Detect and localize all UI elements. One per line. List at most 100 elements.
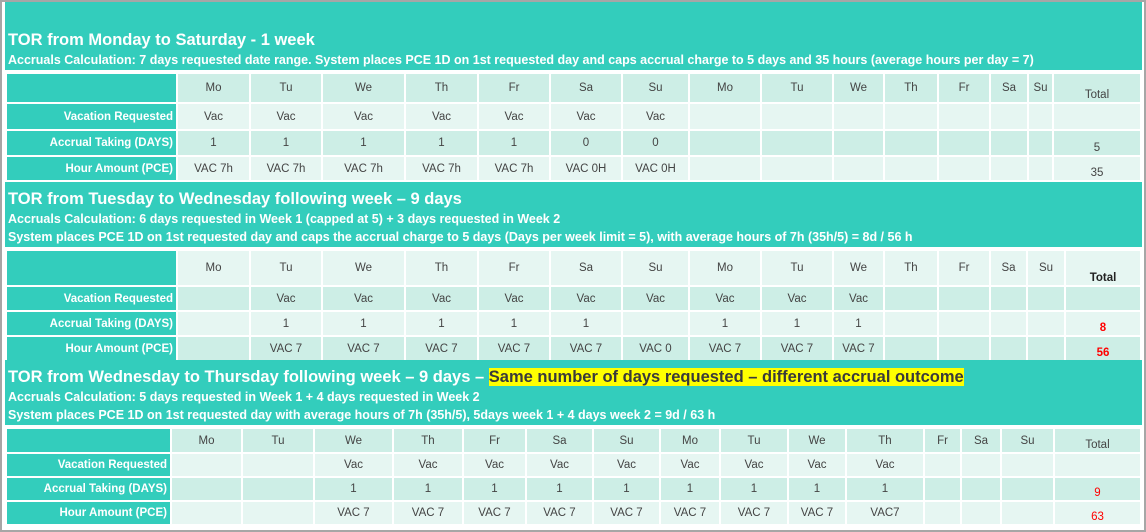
- table-cell: Vac: [477, 102, 551, 131]
- table-cell: VAC 7: [392, 500, 464, 526]
- day-header: Mo: [176, 249, 251, 287]
- table-cell: VAC 7: [525, 500, 594, 526]
- accrual-table: Mo Tu We Th Fr Sa Su Mo Tu We Th Fr Sa Su Total Vacatio…: [5, 72, 1142, 182]
- table-cell: [1000, 500, 1055, 526]
- table-cell: 1: [404, 310, 479, 337]
- table-cell: VAC 7: [787, 500, 847, 526]
- table-cell: [170, 476, 243, 502]
- day-header-row: Mo Tu We Th Fr Sa Su Mo Tu We Th Fr Sa Su Total: [5, 72, 1142, 104]
- table-cell: [937, 335, 991, 362]
- divider: [5, 425, 1142, 427]
- section-header: TOR from Monday to Saturday - 1 week Accr…: [5, 2, 1142, 72]
- table-cell: 1: [321, 310, 406, 337]
- table-cell: [883, 285, 939, 312]
- table-cell: [937, 155, 991, 182]
- table-cell: VAC 7: [719, 500, 789, 526]
- table-cell: [760, 102, 834, 131]
- day-header: Sa: [989, 72, 1029, 104]
- table-cell: VAC 7h: [249, 155, 323, 182]
- table-cell: [688, 102, 762, 131]
- table-row: Hour Amount (PCE) VAC 7 VAC 7 VAC 7 VAC 7 VAC…: [5, 335, 1142, 362]
- table-cell: [923, 452, 962, 478]
- row-label: Vacation Requested: [5, 452, 172, 478]
- row-label: Hour Amount (PCE): [5, 335, 178, 362]
- table-cell: Vac: [477, 285, 551, 312]
- total-cell: 56: [1064, 335, 1142, 362]
- calculation-note: Accruals Calculation: 7 days requested d…: [8, 53, 1034, 67]
- day-header: Tu: [719, 427, 789, 454]
- table-cell: [688, 155, 762, 182]
- table-cell: Vac: [321, 285, 406, 312]
- table-cell: 1: [249, 310, 323, 337]
- table-cell: VAC 7: [249, 335, 323, 362]
- row-label: Accrual Taking (DAYS): [5, 310, 178, 337]
- day-header: Tu: [760, 249, 834, 287]
- table-cell: 1: [549, 310, 623, 337]
- day-header: Sa: [989, 249, 1028, 287]
- table-cell: [937, 102, 991, 131]
- day-header: Th: [845, 427, 925, 454]
- table-cell: Vac: [462, 452, 527, 478]
- table-cell: VAC 7h: [477, 155, 551, 182]
- table-cell: [989, 129, 1029, 157]
- section-header: TOR from Wednesday to Thursday following…: [5, 360, 1142, 426]
- table-cell: [989, 335, 1028, 362]
- table-cell: Vac: [832, 285, 885, 312]
- table-cell: [170, 452, 243, 478]
- table-cell: 0: [549, 129, 623, 157]
- table-cell: Vac: [688, 285, 762, 312]
- highlighted-note: Same number of days requested – differen…: [488, 368, 964, 386]
- table-cell: Vac: [392, 452, 464, 478]
- day-header: Tu: [249, 249, 323, 287]
- day-header: Fr: [477, 249, 551, 287]
- table-cell: 1: [760, 310, 834, 337]
- table-cell: [1027, 155, 1054, 182]
- table-cell: [1027, 129, 1054, 157]
- table-cell: Vac: [592, 452, 661, 478]
- day-header: Fr: [937, 72, 991, 104]
- row-label: Hour Amount (PCE): [5, 155, 178, 182]
- title-text: TOR from Tuesday to Wednesday following …: [8, 190, 462, 208]
- table-cell: [883, 102, 939, 131]
- day-header: Tu: [760, 72, 834, 104]
- table-cell: VAC 7: [404, 335, 479, 362]
- table-cell: VAC 7: [549, 335, 623, 362]
- scenario-section: TOR from Monday to Saturday - 1 week Accr…: [5, 2, 1142, 182]
- table-cell: VAC 7: [462, 500, 527, 526]
- table-cell: VAC 7h: [321, 155, 406, 182]
- table-row: Hour Amount (PCE) VAC 7h VAC 7h VAC 7h VAC 7…: [5, 155, 1142, 182]
- table-cell: [760, 155, 834, 182]
- day-header: Fr: [937, 249, 991, 287]
- day-header: We: [321, 249, 406, 287]
- day-header: Sa: [525, 427, 594, 454]
- table-cell: [688, 129, 762, 157]
- total-cell: 35: [1052, 155, 1142, 182]
- table-cell: 1: [321, 129, 406, 157]
- table-cell: [1026, 335, 1066, 362]
- total-cell: 5: [1052, 129, 1142, 157]
- table-cell: 1: [832, 310, 885, 337]
- table-cell: Vac: [249, 285, 323, 312]
- total-header: Total: [1064, 249, 1142, 287]
- table-cell: 1: [659, 476, 721, 502]
- table-cell: [883, 129, 939, 157]
- table-cell: [832, 155, 885, 182]
- divider: [5, 247, 1142, 249]
- scenario-section: TOR from Tuesday to Wednesday following …: [5, 182, 1142, 362]
- table-cell: [989, 102, 1029, 131]
- corner-cell: [5, 72, 178, 104]
- table-cell: VAC 7: [659, 500, 721, 526]
- total-header: Total: [1052, 72, 1142, 104]
- day-header: Fr: [462, 427, 527, 454]
- row-label: Vacation Requested: [5, 102, 178, 131]
- table-cell: [1000, 452, 1055, 478]
- day-header: We: [787, 427, 847, 454]
- table-cell: [989, 310, 1028, 337]
- table-cell: [989, 285, 1028, 312]
- table-cell: 1: [477, 129, 551, 157]
- day-header: Su: [621, 249, 690, 287]
- accrual-table: Mo Tu We Th Fr Sa Su Mo Tu We Th Fr Sa Su Total Vacatio…: [5, 249, 1142, 362]
- day-header: Mo: [170, 427, 243, 454]
- table-cell: 1: [787, 476, 847, 502]
- table-cell: 0: [621, 129, 690, 157]
